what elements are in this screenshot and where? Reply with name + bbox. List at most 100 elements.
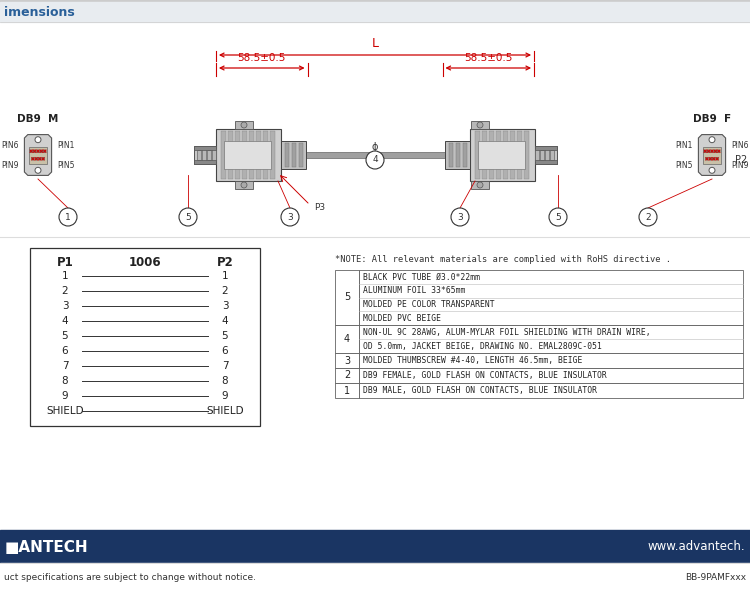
Circle shape bbox=[366, 151, 384, 169]
Bar bbox=[471, 121, 489, 129]
Bar bbox=[503, 131, 508, 179]
Bar bbox=[0, 0, 750, 2]
Bar bbox=[535, 149, 538, 161]
Circle shape bbox=[716, 158, 718, 160]
Circle shape bbox=[704, 150, 706, 152]
Text: 1: 1 bbox=[344, 385, 350, 395]
Text: 9: 9 bbox=[62, 391, 68, 401]
Text: ϕ: ϕ bbox=[372, 142, 378, 152]
Text: 5: 5 bbox=[185, 213, 190, 222]
Bar bbox=[496, 131, 500, 179]
Text: P3: P3 bbox=[314, 203, 326, 212]
Bar bbox=[550, 150, 554, 160]
Text: MOLDED PVC BEIGE: MOLDED PVC BEIGE bbox=[363, 314, 441, 323]
Bar bbox=[539, 150, 544, 160]
Bar bbox=[463, 143, 466, 167]
Circle shape bbox=[241, 182, 247, 188]
Circle shape bbox=[42, 158, 44, 160]
Circle shape bbox=[711, 150, 713, 152]
Text: ■ANTECH: ■ANTECH bbox=[5, 540, 88, 554]
Bar bbox=[248, 131, 254, 179]
Bar bbox=[535, 160, 556, 164]
Text: NON-UL 9C 28AWG, ALUM-MYLAR FOIL SHIELDING WITH DRAIN WIRE,: NON-UL 9C 28AWG, ALUM-MYLAR FOIL SHIELDI… bbox=[363, 327, 650, 336]
Circle shape bbox=[709, 137, 715, 142]
Bar bbox=[335, 325, 359, 353]
Text: 6: 6 bbox=[222, 346, 228, 356]
Bar bbox=[194, 146, 215, 164]
Bar bbox=[448, 143, 452, 167]
Text: uct specifications are subject to change without notice.: uct specifications are subject to change… bbox=[4, 573, 256, 582]
Bar bbox=[482, 131, 487, 179]
Text: 9: 9 bbox=[222, 391, 228, 401]
Circle shape bbox=[241, 122, 247, 128]
Text: 4: 4 bbox=[222, 316, 228, 326]
Text: PIN1: PIN1 bbox=[676, 141, 693, 150]
Bar bbox=[235, 181, 253, 189]
Bar bbox=[335, 270, 359, 325]
Text: 4: 4 bbox=[372, 155, 378, 164]
Circle shape bbox=[44, 150, 46, 152]
Text: 1: 1 bbox=[62, 271, 68, 281]
Bar bbox=[359, 368, 743, 383]
Text: 8: 8 bbox=[62, 376, 68, 386]
Circle shape bbox=[709, 167, 715, 173]
Circle shape bbox=[35, 167, 41, 173]
Text: DB9  M: DB9 M bbox=[17, 114, 58, 124]
Text: 8: 8 bbox=[222, 376, 228, 386]
Circle shape bbox=[714, 150, 717, 152]
Bar bbox=[224, 141, 271, 169]
Text: SHIELD: SHIELD bbox=[206, 406, 244, 416]
Polygon shape bbox=[698, 135, 725, 176]
Bar bbox=[475, 131, 479, 179]
Text: ALUMINUM FOIL 33*65mm: ALUMINUM FOIL 33*65mm bbox=[363, 286, 465, 295]
Text: 3: 3 bbox=[344, 356, 350, 365]
Bar bbox=[215, 129, 280, 181]
Circle shape bbox=[40, 150, 43, 152]
Text: L: L bbox=[371, 37, 379, 50]
Text: P2: P2 bbox=[735, 155, 747, 165]
Circle shape bbox=[37, 150, 39, 152]
Bar bbox=[194, 160, 215, 164]
Text: MOLDED PE COLOR TRANSPARENT: MOLDED PE COLOR TRANSPARENT bbox=[363, 300, 495, 309]
Bar bbox=[703, 147, 721, 164]
Circle shape bbox=[707, 150, 710, 152]
Bar bbox=[202, 149, 206, 161]
Text: www.advantech.: www.advantech. bbox=[647, 541, 745, 554]
Text: P1: P1 bbox=[57, 255, 74, 268]
Text: 2: 2 bbox=[222, 286, 228, 296]
Text: 5: 5 bbox=[222, 331, 228, 341]
Circle shape bbox=[549, 208, 567, 226]
Text: MOLDED THUMBSCREW #4-40, LENGTH 46.5mm, BEIGE: MOLDED THUMBSCREW #4-40, LENGTH 46.5mm, … bbox=[363, 356, 582, 365]
Text: SHIELD: SHIELD bbox=[46, 406, 84, 416]
Circle shape bbox=[35, 137, 41, 142]
Text: 2: 2 bbox=[344, 371, 350, 381]
Text: 7: 7 bbox=[62, 361, 68, 371]
Bar bbox=[284, 143, 289, 167]
Text: 5: 5 bbox=[555, 213, 561, 222]
Circle shape bbox=[38, 158, 41, 160]
Bar bbox=[211, 149, 215, 161]
Circle shape bbox=[32, 158, 34, 160]
Text: PIN6: PIN6 bbox=[2, 141, 19, 150]
Circle shape bbox=[179, 208, 197, 226]
Bar bbox=[305, 152, 445, 158]
Bar bbox=[280, 141, 305, 169]
Circle shape bbox=[35, 158, 38, 160]
Text: PIN6: PIN6 bbox=[731, 141, 748, 150]
Circle shape bbox=[281, 208, 299, 226]
Text: PIN5: PIN5 bbox=[57, 161, 74, 170]
Text: 58.5±0.5: 58.5±0.5 bbox=[238, 53, 286, 63]
Text: 3: 3 bbox=[222, 301, 228, 311]
Bar bbox=[535, 146, 556, 150]
Circle shape bbox=[30, 150, 32, 152]
Text: DB9  F: DB9 F bbox=[693, 114, 731, 124]
Text: PIN5: PIN5 bbox=[676, 161, 693, 170]
Bar bbox=[445, 141, 470, 169]
Bar bbox=[262, 131, 268, 179]
Text: 4: 4 bbox=[344, 334, 350, 344]
Bar bbox=[359, 270, 743, 325]
Bar bbox=[235, 131, 239, 179]
Bar bbox=[455, 143, 460, 167]
Circle shape bbox=[59, 208, 77, 226]
Text: 3: 3 bbox=[287, 213, 292, 222]
